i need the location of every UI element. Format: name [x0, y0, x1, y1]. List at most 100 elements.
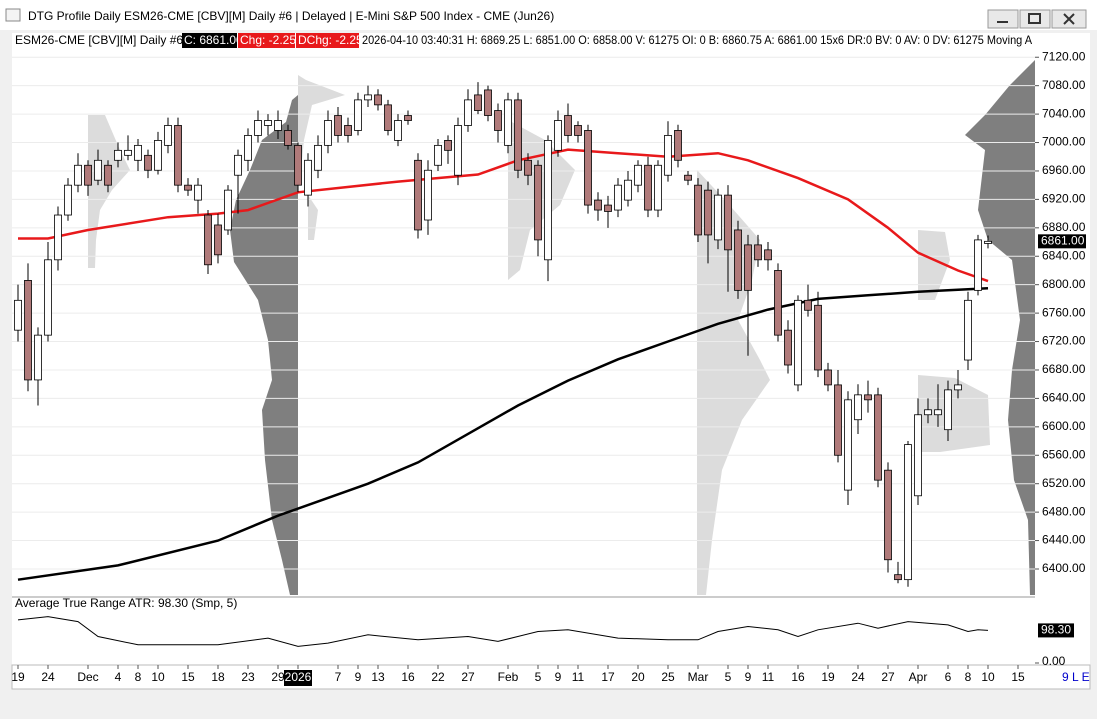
y-tick-label: 6440.00	[1042, 533, 1086, 547]
candle-body	[914, 414, 922, 497]
indicator-line	[17, 616, 989, 647]
candle-body	[944, 389, 952, 431]
candle-body	[764, 249, 772, 261]
candle-body	[954, 384, 962, 391]
candle-body	[484, 89, 492, 116]
candle-body	[304, 159, 312, 196]
candle-body	[194, 184, 202, 201]
candle-body	[374, 94, 382, 106]
candle-body	[64, 184, 72, 216]
candle-body	[184, 184, 192, 191]
x-tick-label: 5	[725, 670, 732, 684]
info-details: 2026-04-10 03:40:31 H: 6869.25 L: 6851.0…	[362, 33, 1032, 47]
x-tick-label: 18	[211, 670, 225, 684]
candle-body	[354, 99, 362, 131]
close-icon	[1063, 13, 1075, 25]
x-tick-label: 19	[11, 670, 25, 684]
candle-body	[504, 99, 512, 146]
candle-body	[474, 94, 482, 111]
x-tick-label: 2026	[285, 670, 312, 684]
minimize-button[interactable]	[987, 9, 1019, 29]
x-tick-label: Dec	[77, 670, 98, 684]
candle-body	[394, 120, 402, 141]
y-tick-label: 6720.00	[1042, 334, 1086, 348]
x-tick-label: 11	[572, 670, 585, 684]
candle-body	[464, 99, 472, 126]
candle-body	[854, 394, 862, 421]
x-tick-label: 27	[881, 670, 895, 684]
candle-body	[104, 164, 112, 186]
candle-body	[724, 194, 732, 251]
y-tick-label: 6840.00	[1042, 248, 1086, 262]
info-close: C: 6861.00	[184, 33, 243, 47]
candle-body	[24, 280, 32, 381]
candle-body	[864, 394, 872, 401]
y-tick-label: 7000.00	[1042, 135, 1086, 149]
maximize-icon	[1028, 13, 1041, 24]
moving-average	[17, 286, 989, 581]
candle-body	[714, 194, 722, 241]
x-tick-label: Feb	[498, 670, 519, 684]
x-tick-label: 6	[945, 670, 952, 684]
candle-body	[274, 120, 282, 131]
x-tick-label: 19	[821, 670, 835, 684]
x-tick-label: 10	[981, 670, 995, 684]
candle-body	[314, 144, 322, 171]
candle-body	[844, 399, 852, 491]
candle-body	[624, 179, 632, 201]
price-axis	[1035, 33, 1090, 665]
y-tick-label: 6640.00	[1042, 391, 1086, 405]
indicator-tick-label: 0.00	[1042, 654, 1066, 668]
last-price-label: 6861.00	[1041, 234, 1085, 248]
date-axis	[11, 664, 1091, 690]
candle-body	[634, 164, 642, 186]
candle-body	[794, 299, 802, 386]
candle-body	[84, 164, 92, 186]
candle-body	[664, 135, 672, 176]
candle-body	[154, 139, 162, 171]
last-price-box	[1038, 234, 1086, 249]
candle-body	[834, 384, 842, 456]
x-tick-label: 16	[791, 670, 805, 684]
candle-body	[114, 149, 122, 161]
y-tick-label: 6400.00	[1042, 561, 1086, 575]
x-tick-highlight	[284, 670, 312, 686]
candle-body	[574, 125, 582, 136]
x-tick-label: 25	[661, 670, 675, 684]
x-tick-label: 27	[461, 670, 475, 684]
x-tick-label: 5	[535, 670, 542, 684]
title-bar	[0, 0, 1097, 30]
candle-body	[774, 270, 782, 336]
window-title: DTG Profile Daily ESM26-CME [CBV][M] Dai…	[28, 9, 554, 23]
x-tick-label: 8	[135, 670, 142, 684]
candle-body	[744, 244, 752, 291]
candle-body	[384, 104, 392, 131]
candle-body	[224, 189, 232, 231]
volume-profile	[230, 95, 298, 595]
candle-body	[494, 110, 502, 131]
y-tick-label: 7040.00	[1042, 106, 1086, 120]
candle-body	[694, 184, 702, 236]
candle-body	[124, 149, 132, 156]
candle-body	[684, 174, 692, 181]
candle-body	[74, 164, 82, 186]
x-tick-label: 11	[762, 670, 775, 684]
candle-body	[974, 239, 982, 291]
candle-body	[584, 130, 592, 206]
info-bar: ESM26-CME [CBV][M] Daily #6 C: 6861.00 C…	[15, 33, 1032, 48]
y-tick-label: 7120.00	[1042, 49, 1086, 63]
candle-body	[534, 164, 542, 241]
indicator-title: Average True Range ATR: 98.30 (Smp, 5)	[15, 596, 237, 610]
candle-body	[14, 299, 22, 331]
candle-body	[904, 444, 912, 581]
info-dchg: DChg: -2.25	[298, 33, 363, 47]
candle-body	[614, 184, 622, 211]
candle-body	[254, 120, 262, 136]
x-tick-label: 13	[371, 670, 385, 684]
x-tick-label: 16	[401, 670, 415, 684]
maximize-button[interactable]	[1019, 9, 1051, 29]
candle-body	[874, 394, 882, 481]
moving-average	[18, 148, 989, 283]
candle-body	[924, 409, 932, 416]
